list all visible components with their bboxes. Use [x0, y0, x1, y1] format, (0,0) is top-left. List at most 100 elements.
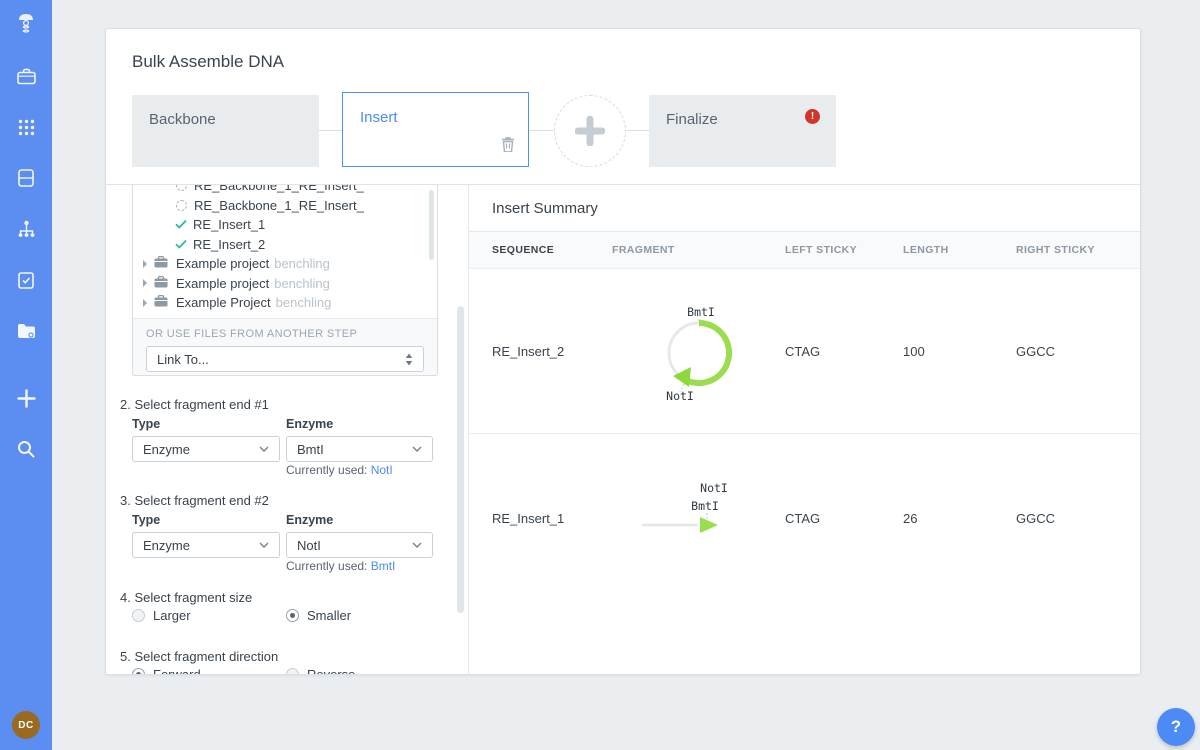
tree-item-label: RE_Insert_1 [193, 217, 266, 233]
briefcase-icon[interactable] [0, 59, 52, 93]
type-select-2[interactable]: Enzyme [132, 532, 280, 558]
user-avatar[interactable]: DC [12, 711, 40, 739]
currently-used-link[interactable]: BmtI [370, 559, 396, 573]
step-insert-selected[interactable]: Insert [342, 92, 529, 167]
benchling-logo-icon[interactable] [0, 8, 52, 42]
hierarchy-icon[interactable] [0, 212, 52, 246]
enzyme-select-1[interactable]: BmtI [286, 436, 433, 462]
currently-used-label: Currently used: [286, 463, 368, 477]
tree-scrollbar-thumb[interactable] [429, 190, 434, 260]
radio-reverse-control[interactable] [286, 668, 299, 674]
currently-used-link[interactable]: NotI [370, 463, 393, 477]
cell-fragment: NotI BmtI [612, 434, 785, 544]
radio-reverse[interactable]: Reverse [286, 667, 356, 675]
tree-item-suffix: benchling [274, 256, 330, 272]
arrowhead [672, 367, 691, 387]
caret-right-icon[interactable] [143, 259, 147, 268]
error-badge: ! [805, 109, 820, 124]
check-icon [175, 237, 187, 252]
enzyme-site-label: BmtI [691, 499, 719, 513]
caret-right-icon[interactable] [143, 298, 147, 307]
help-button[interactable]: ? [1157, 708, 1195, 746]
step-finalize[interactable]: Finalize ! [649, 95, 836, 167]
tree-item-sequence[interactable]: RE_Insert_1 [133, 215, 437, 235]
tree-item-project[interactable]: Example project benchling [133, 274, 437, 294]
search-icon[interactable] [0, 432, 52, 466]
type-select-2-value: Enzyme [143, 537, 190, 553]
radio-larger-control[interactable] [132, 609, 145, 622]
col-right-sticky: RIGHT STICKY [1016, 244, 1095, 256]
cell-fragment: BmtI NotI [612, 296, 785, 406]
step-connector [319, 130, 342, 131]
tree-item-label: RE_Backbone_1_RE_Insert_ [194, 185, 364, 194]
sequence-pending-icon [176, 185, 187, 192]
insert-summary-header: Insert Summary [469, 185, 1140, 232]
circular-fragment-map: BmtI NotI [666, 305, 732, 403]
tree-footer-label: OR USE FILES FROM ANOTHER STEP [146, 328, 358, 340]
plus-icon[interactable] [0, 381, 52, 415]
page-title: Bulk Assemble DNA [132, 52, 285, 71]
notebook-icon[interactable] [0, 161, 52, 195]
section-title-fragment-direction: 5. Select fragment direction [120, 649, 279, 664]
type-label: Type [132, 417, 161, 431]
enzyme-site-label: NotI [666, 389, 694, 403]
insert-summary-panel: Insert Summary SEQUENCE FRAGMENT LEFT ST… [468, 185, 1140, 674]
tree-item-sequence[interactable]: RE_Backbone_1_RE_Insert_ [133, 196, 437, 216]
clipboard-check-icon[interactable] [0, 263, 52, 297]
enzyme-site-label: BmtI [687, 305, 715, 319]
cell-right-sticky: GGCC [1016, 511, 1055, 526]
enzyme-site-label: NotI [700, 481, 728, 495]
section-title-fragment-end-1: 2. Select fragment end #1 [120, 397, 269, 412]
tree-item-label: Example project [176, 256, 270, 272]
cell-left-sticky: CTAG [785, 343, 821, 359]
type-select-1[interactable]: Enzyme [132, 436, 280, 462]
chevron-down-icon [259, 542, 269, 548]
insert-summary-title: Insert Summary [492, 199, 598, 217]
radio-smaller-control[interactable] [286, 609, 299, 622]
col-length: LENGTH [903, 244, 949, 256]
left-panel-scrollbar-thumb[interactable] [457, 306, 464, 613]
chevron-down-icon [412, 446, 422, 452]
radio-forward-control[interactable] [132, 668, 145, 674]
tree-item-label: Example project [176, 275, 270, 291]
chevron-down-icon [259, 446, 269, 452]
caret-right-icon[interactable] [143, 279, 147, 288]
bulk-assemble-card: Bulk Assemble DNA Backbone Insert Finali… [105, 28, 1141, 675]
check-icon [175, 217, 187, 232]
step-backbone[interactable]: Backbone [132, 95, 319, 167]
linear-fragment-map: NotI BmtI [641, 481, 728, 533]
trash-icon[interactable] [501, 136, 515, 157]
enzyme-select-1-value: BmtI [297, 441, 324, 457]
tree-item-project[interactable]: Example Project benchling [133, 293, 437, 313]
enzyme-select-2[interactable]: NotI [286, 532, 433, 558]
tree-item-suffix: benchling [275, 295, 332, 311]
col-left-sticky: LEFT STICKY [785, 244, 858, 256]
radio-larger[interactable]: Larger [132, 608, 191, 623]
tree-item-project[interactable]: Example project benchling [133, 254, 437, 274]
enzyme-select-2-value: NotI [297, 537, 321, 553]
add-step-button[interactable] [554, 95, 626, 167]
file-tree: RE_Backbone_1_RE_Insert_ RE_Backbone_1_R… [133, 185, 437, 313]
project-icon [154, 275, 168, 291]
tree-item-suffix: benchling [274, 275, 330, 291]
cell-length: 26 [903, 511, 918, 526]
folder-icon[interactable] [0, 314, 52, 348]
tree-footer: OR USE FILES FROM ANOTHER STEP Link To..… [133, 318, 437, 375]
tree-item-sequence[interactable]: RE_Insert_2 [133, 235, 437, 255]
apps-grid-icon[interactable] [0, 110, 52, 144]
header-divider [106, 184, 1140, 185]
step-finalize-label: Finalize [666, 111, 718, 128]
radio-reverse-label: Reverse [307, 667, 356, 675]
cell-sequence: RE_Insert_2 [492, 343, 565, 359]
link-to-select[interactable]: Link To... [146, 346, 424, 372]
radio-forward[interactable]: Forward [132, 667, 201, 675]
summary-table-header: SEQUENCE FRAGMENT LEFT STICKY LENGTH RIG… [469, 232, 1140, 269]
radio-forward-label: Forward [153, 667, 201, 675]
tree-item-label: RE_Insert_2 [193, 236, 266, 252]
arrowhead [699, 517, 718, 533]
sequence-pending-icon [176, 199, 187, 211]
cell-length: 100 [903, 343, 925, 359]
table-row: RE_Insert_2 BmtI NotI CTAG 100 GGCC [469, 269, 1140, 434]
radio-smaller[interactable]: Smaller [286, 608, 351, 623]
tree-item-sequence[interactable]: RE_Backbone_1_RE_Insert_ [133, 185, 437, 196]
